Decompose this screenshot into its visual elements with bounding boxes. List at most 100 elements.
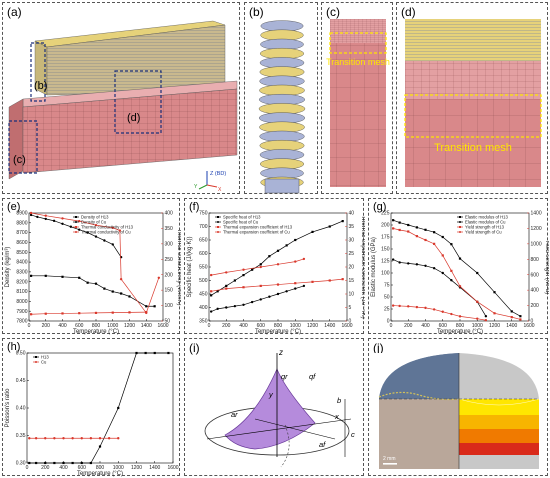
y-tick-label: 7800 — [16, 319, 27, 325]
x-tick-label: 1600 — [157, 323, 168, 329]
data-point — [328, 225, 331, 228]
data-point — [216, 307, 219, 311]
data-point — [94, 282, 98, 285]
y-axis-label: Poisson's ratio — [5, 388, 11, 427]
x-tick-label: 400 — [421, 323, 430, 329]
data-point — [311, 230, 314, 233]
data-point — [86, 231, 89, 234]
y2-tick-label: 25 — [349, 251, 355, 257]
x-tick-label: 0 — [390, 323, 393, 329]
melt-pool-comparison: 2 mm — [373, 353, 545, 473]
data-point — [103, 239, 106, 242]
data-point — [450, 279, 453, 282]
chart-e: (e) 0 200 400 600 800 1000 1200 1400 1600 7800 7900… — [5, 201, 181, 335]
data-point — [302, 257, 306, 261]
y2-tick-label: 400 — [165, 211, 174, 217]
heat-source-diagram: z qr qf y x b c ar af — [204, 348, 355, 468]
y-tick-label: 0.35 — [16, 433, 26, 439]
y-tick-label: 75 — [384, 283, 390, 289]
data-point — [144, 351, 147, 355]
y-tick-label: 0.30 — [16, 461, 26, 467]
y2-tick-label: 800 — [531, 257, 540, 263]
data-point — [61, 312, 64, 315]
panel-d-label: (d) — [401, 5, 416, 19]
data-point — [145, 311, 148, 315]
axis-y-label: Y — [194, 184, 198, 190]
data-point — [484, 315, 488, 318]
data-point — [128, 311, 131, 314]
series-line-1 — [30, 214, 122, 258]
x-tick-label: 1600 — [341, 323, 352, 329]
data-point — [29, 211, 33, 215]
data-point — [78, 276, 81, 279]
x-tick-label: 800 — [274, 323, 283, 329]
y-tick-label: 350 — [199, 319, 208, 325]
legend-entry: Cu — [41, 360, 47, 365]
mesh-c: Transition mesh — [326, 19, 390, 187]
y2-tick-label: 10 — [349, 292, 355, 298]
data-point — [80, 437, 83, 440]
x-tick-label: 400 — [58, 323, 67, 329]
data-point — [415, 305, 419, 309]
substrate-front — [22, 88, 238, 174]
data-point — [80, 461, 83, 465]
panel-i-label: (i) — [189, 341, 200, 355]
data-point — [69, 225, 73, 228]
panel-f: (f) 0 200 400 600 800 1000 1200 1400 1600 350 400 45… — [184, 198, 365, 335]
y-tick-label: 100 — [381, 271, 390, 277]
y2-tick-label: 400 — [531, 288, 540, 294]
data-point — [209, 310, 213, 313]
data-point — [476, 271, 479, 275]
panel-j: (j) 2 mm — [368, 338, 548, 476]
data-point — [259, 263, 262, 266]
x-tick-label: 1600 — [167, 465, 178, 471]
y2-tick-label: 40 — [349, 211, 355, 217]
x-tick-label: 0 — [26, 465, 29, 471]
data-point — [294, 287, 297, 290]
sym-b: b — [337, 396, 341, 405]
data-point — [259, 265, 262, 269]
data-point — [424, 264, 427, 267]
data-point — [29, 274, 33, 277]
x-tick-label: 400 — [239, 323, 248, 329]
legend-entry: Yield strength of H13 — [465, 225, 505, 230]
series-line-2 — [393, 228, 521, 320]
x-tick-label: 0 — [208, 323, 211, 329]
data-point — [242, 274, 245, 277]
sym-af: af — [319, 440, 326, 449]
y2-tick-label: 0 — [531, 319, 534, 325]
data-point — [209, 273, 213, 277]
y2-tick-label: 30 — [349, 238, 355, 244]
legend-entry: Specific heat of Cu — [223, 220, 259, 225]
x-tick-label: 800 — [92, 323, 101, 329]
legend-entry: Thermal expansion coefficient of H13 — [223, 225, 293, 230]
data-point — [61, 217, 64, 220]
legend-entry: Thermal conductivity of Cu — [81, 230, 131, 235]
data-point — [433, 242, 436, 245]
x-tick-label: 200 — [42, 323, 51, 329]
data-point — [89, 437, 93, 440]
y2-tick-label: 1000 — [531, 241, 542, 247]
data-point — [294, 260, 297, 263]
legend-entry: Thermal expansion coefficient of Cu — [223, 230, 290, 235]
data-point — [233, 279, 236, 282]
data-point — [118, 229, 122, 232]
x-tick-label: 1400 — [149, 465, 160, 471]
x-tick-label: 1400 — [324, 323, 335, 329]
data-point — [35, 461, 38, 465]
x-tick-label: 400 — [59, 465, 68, 471]
data-point — [415, 263, 419, 266]
y2-tick-label: 200 — [531, 303, 540, 309]
y-tick-label: 500 — [199, 278, 208, 284]
y2-tick-label: 350 — [165, 226, 174, 232]
panel-c-label: (c) — [326, 5, 340, 19]
series-line-1 — [211, 285, 304, 312]
data-point — [98, 445, 102, 448]
series-line-1 — [393, 259, 487, 317]
data-point — [302, 284, 306, 288]
data-point — [424, 238, 427, 242]
x-tick-label: 1600 — [523, 323, 534, 329]
axis-x-label: X — [218, 187, 222, 193]
data-point — [53, 437, 56, 440]
data-point — [233, 304, 237, 308]
